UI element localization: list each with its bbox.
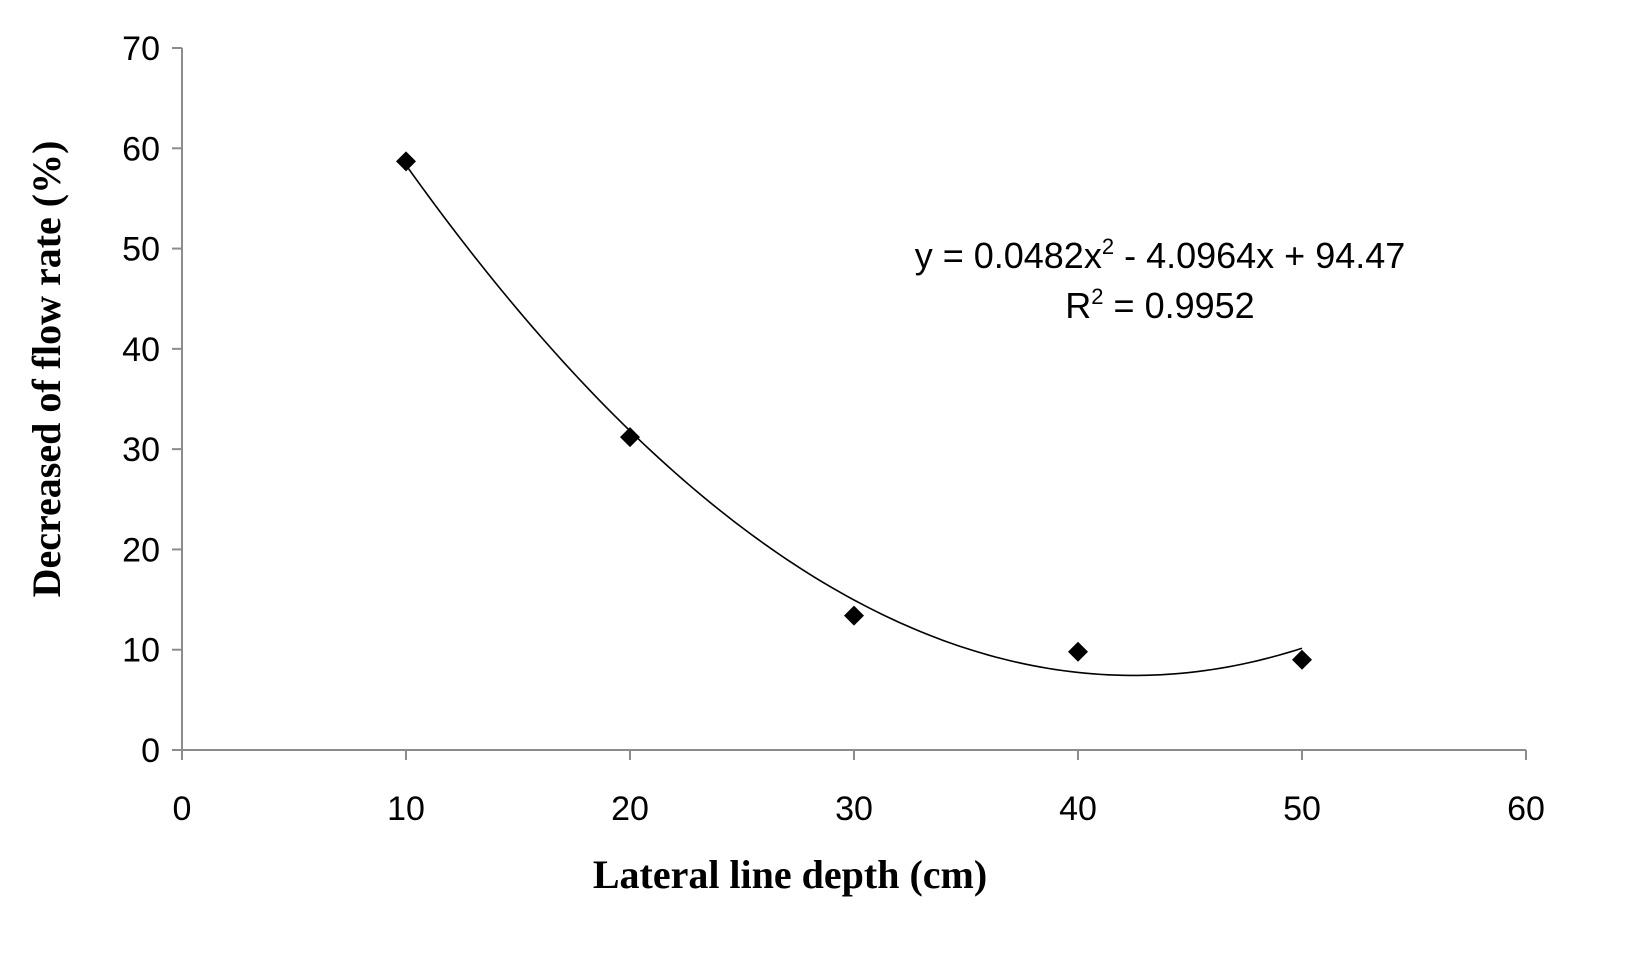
x-tick-label: 20 xyxy=(611,790,649,828)
y-tick-label: 30 xyxy=(122,431,160,469)
y-tick-label: 0 xyxy=(141,732,160,770)
y-tick-label: 50 xyxy=(122,231,160,269)
x-tick-label: 60 xyxy=(1507,790,1545,828)
x-axis-title: Lateral line depth (cm) xyxy=(593,852,987,897)
y-tick-label: 40 xyxy=(122,331,160,369)
x-tick-label: 50 xyxy=(1283,790,1321,828)
y-axis-title: Decreased of flow rate (%) xyxy=(24,141,69,598)
y-tick-label: 70 xyxy=(122,30,160,68)
data-point-marker xyxy=(1292,649,1312,670)
y-tick-label: 10 xyxy=(122,632,160,670)
data-point-marker xyxy=(844,605,864,626)
r2-suffix: = 0.9952 xyxy=(1104,285,1255,326)
data-point-marker xyxy=(396,151,416,172)
y-tick-label: 60 xyxy=(122,130,160,168)
r-squared: R2 = 0.9952 xyxy=(1065,284,1254,326)
equation-suffix: - 4.0964x + 94.47 xyxy=(1114,235,1405,276)
trendline-equation: y = 0.0482x2 - 4.0964x + 94.47 xyxy=(915,234,1406,276)
y-ticks: 0 10 20 30 40 50 60 70 xyxy=(122,30,182,770)
axes xyxy=(181,48,1526,751)
data-points xyxy=(396,151,1312,670)
equation-prefix: y = 0.0482x xyxy=(915,235,1102,276)
r2-prefix: R xyxy=(1065,285,1091,326)
x-tick-label: 30 xyxy=(835,790,873,828)
x-ticks: 0 10 20 30 40 50 60 xyxy=(173,750,1545,828)
x-tick-label: 40 xyxy=(1059,790,1097,828)
x-tick-label: 10 xyxy=(387,790,425,828)
equation-exponent: 2 xyxy=(1102,234,1114,259)
polynomial-trendline xyxy=(405,164,1303,677)
x-tick-label: 0 xyxy=(173,790,192,828)
data-point-marker xyxy=(620,427,640,448)
y-tick-label: 20 xyxy=(122,531,160,569)
data-point-marker xyxy=(1068,641,1088,662)
r2-exponent: 2 xyxy=(1091,284,1103,309)
